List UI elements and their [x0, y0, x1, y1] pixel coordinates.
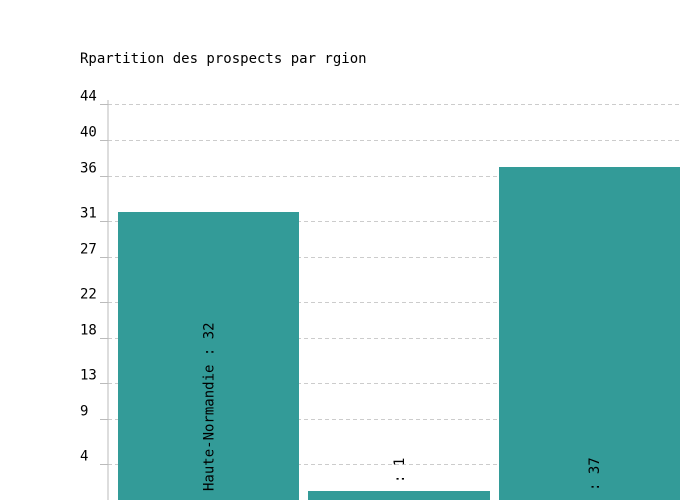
bar-data-label: : 1 — [392, 458, 408, 483]
bar — [118, 212, 299, 500]
y-tick-label: 22 — [80, 287, 97, 303]
y-tick-label: 18 — [80, 323, 97, 339]
y-tick-label: 44 — [80, 89, 97, 105]
bar-data-label: : 37 — [587, 457, 603, 491]
bar — [308, 491, 490, 500]
bar-labels: Haute-Normandie : 32 : 1 : 37 — [202, 322, 604, 491]
y-tick-label: 36 — [80, 161, 97, 177]
bar-data-label: Haute-Normandie : 32 — [202, 322, 218, 491]
y-tick-label: 27 — [80, 242, 97, 258]
bars — [118, 167, 680, 500]
bar — [499, 167, 680, 500]
y-tick-label: 9 — [80, 404, 88, 420]
y-tick-label: 40 — [80, 125, 97, 141]
y-tick-label: 13 — [80, 368, 97, 384]
y-axis: 4 9 13 18 22 27 31 36 40 44 — [80, 89, 109, 500]
y-tick-label: 4 — [80, 449, 88, 465]
chart-title: Rpartition des prospects par rgion — [80, 51, 367, 67]
y-tick-label: 31 — [80, 206, 97, 222]
